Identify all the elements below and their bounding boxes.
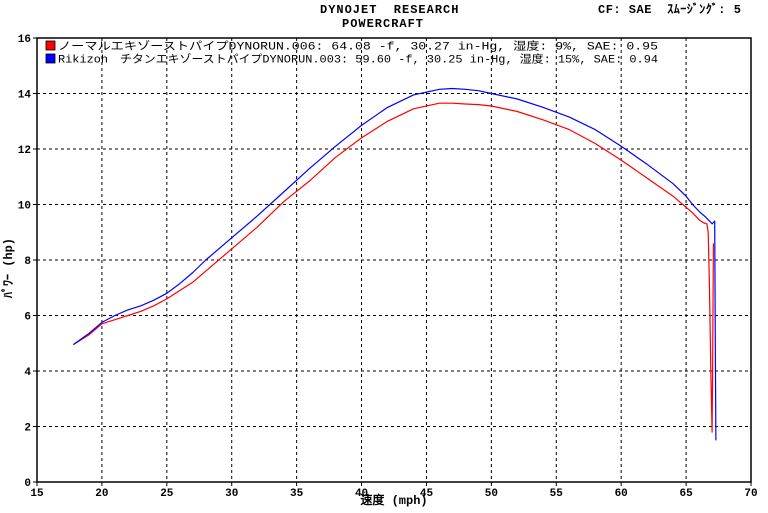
chart-title-line1: DYNOJET RESEARCH: [320, 3, 460, 17]
y-tick-label: 0: [24, 478, 31, 490]
y-tick-label: 12: [18, 145, 31, 157]
series-line-2: [72, 87, 717, 441]
x-tick-labels: 15 20 25 30 35 40 45 50 55 60 65 70: [30, 482, 758, 500]
y-tick-labels: 0 2 4 6 8 10 12 14 16: [18, 34, 37, 490]
x-tick-label: 50: [485, 488, 498, 500]
y-tick-label: 4: [24, 367, 31, 379]
x-tick-label: 35: [290, 488, 304, 500]
series-lines: [72, 87, 717, 441]
legend-entry: ノーマルエキゾーストパイプDYNORUN.006: 64.08 -f, 30.2…: [58, 39, 658, 54]
x-tick-label: 45: [420, 488, 434, 500]
chart-title-line2: POWERCRAFT: [342, 17, 425, 31]
x-tick-label: 65: [679, 488, 693, 500]
y-tick-label: 16: [18, 34, 31, 46]
y-tick-label: 14: [18, 90, 32, 102]
legend-swatch: [45, 40, 56, 51]
y-tick-label: 10: [18, 201, 31, 213]
y-tick-label: 2: [24, 423, 31, 435]
legend-entry: Rikizoh チタンエキゾーストパイプDYNORUN.003: 59.60 -…: [58, 52, 658, 67]
x-tick-label: 40: [355, 488, 368, 500]
y-tick-label: 8: [24, 256, 31, 268]
correction-factor-info: CF: SAE ｽﾑｰｼﾞﾝｸﾞ: 5: [598, 3, 742, 17]
legend: ノーマルエキゾーストパイプDYNORUN.006: 64.08 -f, 30.2…: [45, 39, 658, 67]
x-tick-label: 20: [95, 488, 108, 500]
x-tick-label: 55: [550, 488, 564, 500]
series-line-1: [72, 102, 715, 433]
x-axis-label: 速度 (mph): [360, 492, 427, 508]
x-tick-label: 60: [615, 488, 628, 500]
y-axis-label: ﾊﾟﾜｰ (hp): [0, 238, 16, 299]
y-tick-label: 6: [24, 312, 31, 324]
x-tick-label: 30: [225, 488, 238, 500]
x-tick-label: 25: [160, 488, 174, 500]
grid-lines: [37, 38, 751, 482]
x-tick-label: 15: [30, 488, 44, 500]
legend-swatch: [45, 53, 56, 64]
x-tick-label: 70: [744, 488, 757, 500]
